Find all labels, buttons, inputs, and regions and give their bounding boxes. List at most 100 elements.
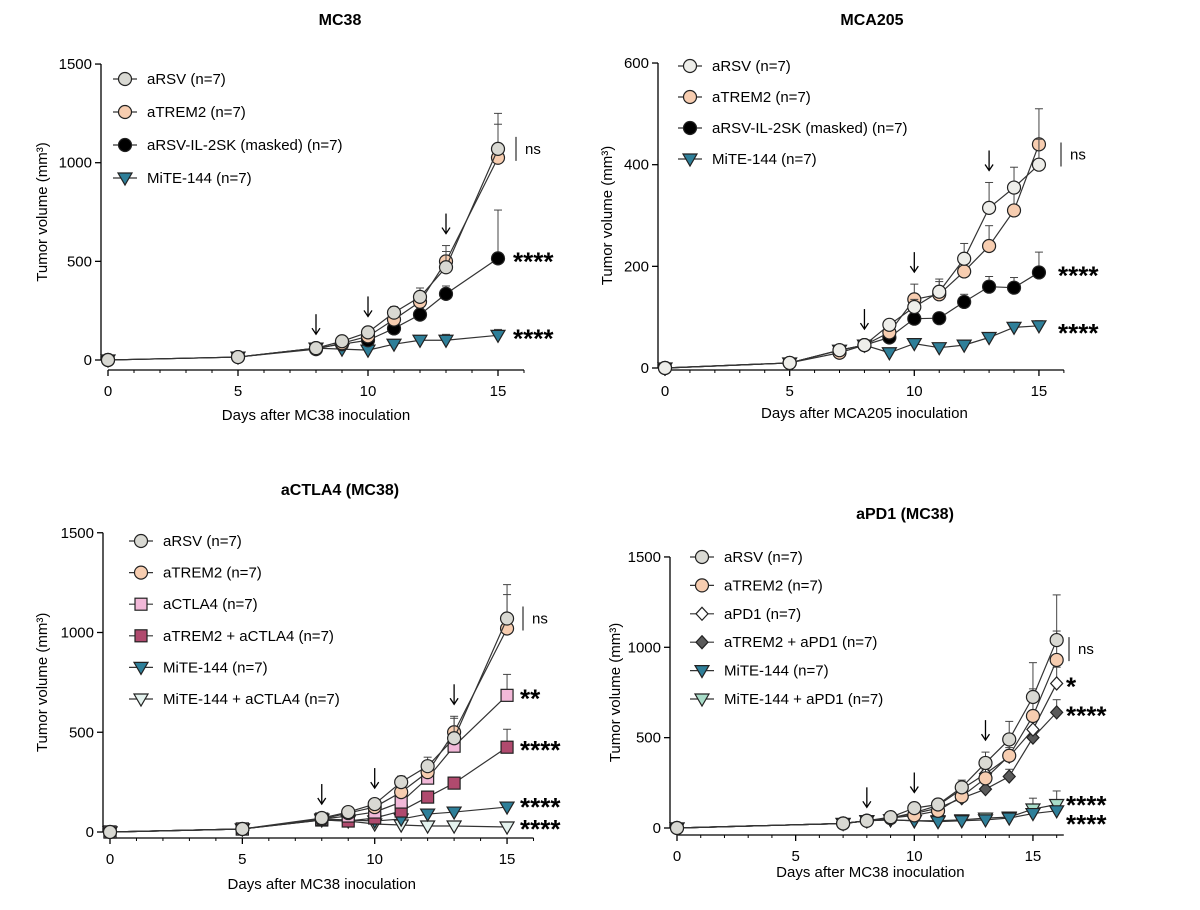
legend-label: aRSV (n=7) bbox=[163, 533, 242, 550]
legend-item: aRSV-IL-2SK (masked) (n=7) bbox=[678, 120, 908, 137]
y-tick-label: 400 bbox=[624, 157, 649, 174]
dosing-arrowhead bbox=[311, 327, 321, 336]
legend-marker bbox=[117, 137, 133, 153]
dosing-arrowhead bbox=[909, 265, 919, 274]
legend-label: aTREM2 (n=7) bbox=[712, 89, 811, 106]
data-point bbox=[1005, 321, 1023, 336]
y-tick-label: 0 bbox=[84, 352, 92, 369]
legend-item: MiTE-144 (n=7) bbox=[113, 170, 252, 187]
data-point bbox=[489, 329, 507, 344]
data-point bbox=[360, 325, 376, 340]
data-point bbox=[500, 740, 514, 754]
data-point bbox=[954, 780, 969, 795]
data-point bbox=[1002, 732, 1017, 747]
significance-stars: **** bbox=[1058, 318, 1099, 348]
y-tick-label: 500 bbox=[636, 730, 661, 747]
legend-item: aPD1 (n=7) bbox=[690, 606, 801, 623]
legend-item: aRSV (n=7) bbox=[129, 533, 242, 550]
data-point bbox=[1049, 704, 1064, 720]
legend-label: aTREM2 + aPD1 (n=7) bbox=[724, 634, 877, 651]
data-point bbox=[906, 338, 923, 352]
x-tick-label: 0 bbox=[106, 851, 114, 868]
significance-ns: ns bbox=[1078, 641, 1094, 658]
data-point bbox=[499, 801, 516, 816]
data-point bbox=[500, 688, 514, 702]
legend-label: aRSV-IL-2SK (masked) (n=7) bbox=[712, 120, 908, 137]
data-point bbox=[1049, 632, 1064, 648]
data-point bbox=[102, 824, 118, 840]
legend-item: MiTE-144 (n=7) bbox=[690, 663, 829, 680]
legend-item: MiTE-144 (n=7) bbox=[129, 659, 268, 676]
data-point bbox=[953, 815, 970, 829]
x-axis-label: Days after MC38 inoculation bbox=[222, 407, 410, 424]
panel-mca205: MCA205 0 200 400 600 0 5 10 15 Days after MCA205 … bbox=[599, 12, 1099, 422]
dosing-arrowhead bbox=[980, 733, 991, 742]
legend-marker bbox=[132, 693, 150, 708]
data-point bbox=[314, 810, 329, 826]
data-point bbox=[883, 810, 898, 825]
y-tick-label: 600 bbox=[624, 55, 649, 72]
data-point bbox=[882, 317, 897, 332]
significance-stars: ** bbox=[520, 683, 541, 713]
dosing-arrowhead bbox=[859, 322, 869, 331]
data-point bbox=[499, 821, 516, 836]
data-point bbox=[957, 294, 972, 310]
data-point bbox=[857, 338, 872, 353]
data-point bbox=[438, 260, 454, 275]
data-point bbox=[930, 797, 946, 812]
legend-item: aRSV-IL-2SK (masked) (n=7) bbox=[113, 137, 343, 154]
legend-marker bbox=[695, 606, 709, 622]
y-tick-label: 0 bbox=[653, 820, 661, 837]
significance-stars: **** bbox=[1066, 809, 1107, 839]
panel-mc38: MC38 0 500 1000 1500 0 5 10 15 Days after MC38 in… bbox=[34, 12, 554, 424]
legend-item: aTREM2 (n=7) bbox=[113, 104, 246, 121]
significance-stars: **** bbox=[513, 323, 554, 353]
data-point bbox=[334, 334, 350, 349]
series-3 bbox=[657, 251, 1047, 376]
data-point bbox=[446, 820, 463, 835]
data-point bbox=[1026, 722, 1040, 737]
data-point bbox=[1030, 320, 1047, 335]
data-point bbox=[932, 311, 947, 326]
data-point bbox=[100, 352, 116, 368]
data-point bbox=[957, 264, 972, 279]
data-point bbox=[981, 279, 997, 294]
data-point bbox=[956, 339, 973, 354]
y-tick-label: 1500 bbox=[59, 56, 92, 73]
data-point bbox=[437, 334, 455, 349]
legend-label: MiTE-144 + aPD1 (n=7) bbox=[724, 691, 883, 708]
data-point bbox=[1031, 265, 1047, 280]
data-point bbox=[978, 771, 993, 786]
legend-label: aTREM2 (n=7) bbox=[147, 104, 246, 121]
data-point bbox=[1006, 280, 1022, 295]
y-tick-label: 200 bbox=[624, 258, 649, 275]
legend-label: aPD1 (n=7) bbox=[724, 606, 801, 623]
series-1 bbox=[657, 138, 1047, 376]
data-point bbox=[412, 307, 428, 322]
legend-marker bbox=[132, 661, 150, 676]
legend-marker bbox=[695, 634, 709, 650]
legend-marker bbox=[694, 549, 710, 565]
data-point bbox=[412, 289, 428, 304]
legend-label: MiTE-144 (n=7) bbox=[724, 663, 829, 680]
data-point bbox=[1002, 748, 1017, 763]
y-axis-label: Tumor volume (mm³) bbox=[607, 623, 624, 762]
data-point bbox=[438, 286, 454, 302]
y-tick-label: 500 bbox=[67, 253, 92, 270]
data-point bbox=[907, 801, 922, 816]
data-point bbox=[490, 251, 506, 266]
data-point bbox=[490, 141, 506, 156]
series-line bbox=[109, 694, 508, 833]
legend-label: aCTLA4 (n=7) bbox=[163, 596, 258, 613]
data-point bbox=[782, 355, 797, 371]
legend-marker bbox=[117, 71, 133, 87]
legend-marker bbox=[682, 58, 698, 74]
data-point bbox=[907, 311, 922, 326]
data-point bbox=[981, 200, 997, 215]
dosing-arrowhead bbox=[317, 797, 327, 806]
legend-item: aTREM2 (n=7) bbox=[678, 89, 811, 106]
data-point bbox=[981, 238, 997, 254]
data-point bbox=[1025, 708, 1041, 724]
legend-label: aTREM2 + aCTLA4 (n=7) bbox=[163, 628, 334, 645]
legend-marker bbox=[681, 153, 699, 168]
